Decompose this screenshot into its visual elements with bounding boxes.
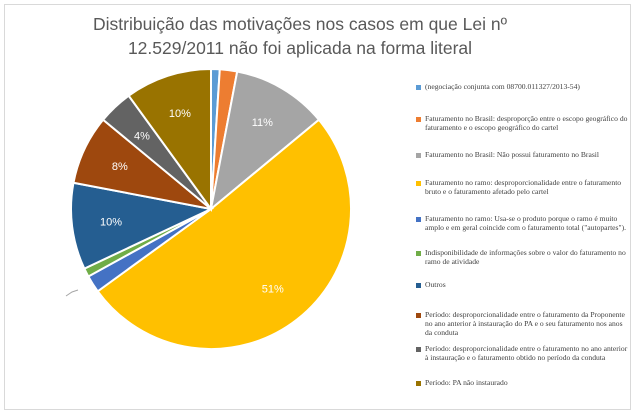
legend-label: Faturamento no ramo: desproporcionalidad… [425,178,622,197]
legend-swatch [416,117,421,122]
legend-label: Indisponibilidade de informações sobre o… [425,248,626,267]
legend-label: Faturamento no Brasil: Não possui fatura… [425,150,599,159]
legend-item-7: Outros [416,280,628,289]
legend-swatch [416,251,421,256]
pie-slice-4 [96,118,353,350]
legend-item-4: Faturamento no ramo: desproporcionalidad… [416,178,628,196]
pie-slice-10 [127,67,212,213]
legend-swatch [416,313,421,318]
legend-item-10: Período: PA não instaurado [416,378,628,387]
chart-title-line-1: Distribuição das motivações nos casos em… [93,14,507,34]
data-label-4: 51% [262,284,284,296]
legend-label: Faturamento no Brasil: desproporção entr… [425,114,628,133]
legend-swatch [416,181,421,186]
data-label-9: 4% [134,131,150,143]
legend-label: Período: PA não instaurado [425,378,508,387]
legend-swatch [416,347,421,352]
legend-label: Faturamento no ramo: Usa-se o produto po… [425,214,627,233]
legend-label: Período: desproporcionalidade entre o fa… [425,344,628,363]
data-label-10: 10% [169,108,191,120]
legend-item-6: Indisponibilidade de informações sobre o… [416,248,628,266]
legend-item-9: Período: desproporcionalidade entre o fa… [416,344,628,362]
legend-swatch [416,153,421,158]
legend-swatch [416,283,421,288]
chart-title: Distribuição das motivações nos casos em… [40,12,560,60]
legend-item-2: Faturamento no Brasil: desproporção entr… [416,114,628,132]
data-label-8: 8% [112,161,128,173]
legend-label: (negociação conjunta com 08700.011327/20… [425,82,580,91]
legend-item-3: Faturamento no Brasil: Não possui fatura… [416,150,628,159]
pie-slice-7 [70,181,215,270]
legend-swatch [416,381,421,386]
legend-label: Outros [425,280,446,289]
data-label-3: 11% [252,117,273,129]
legend-swatch [416,85,421,90]
legend-item-5: Faturamento no ramo: Usa-se o produto po… [416,214,628,232]
data-label-7: 10% [100,217,122,229]
legend-label: Período: desproporcionalidade entre o fa… [425,310,625,338]
pie-slice-3 [209,70,321,212]
legend-item-1: (negociação conjunta com 08700.011327/20… [416,82,628,91]
leader-line [65,289,79,297]
legend-item-8: Período: desproporcionalidade entre o fa… [416,310,628,338]
chart-title-line-2: 12.529/2011 não foi aplicada na forma li… [127,38,473,58]
legend-swatch [416,217,421,222]
chart-legend: (negociação conjunta com 08700.011327/20… [416,82,628,402]
